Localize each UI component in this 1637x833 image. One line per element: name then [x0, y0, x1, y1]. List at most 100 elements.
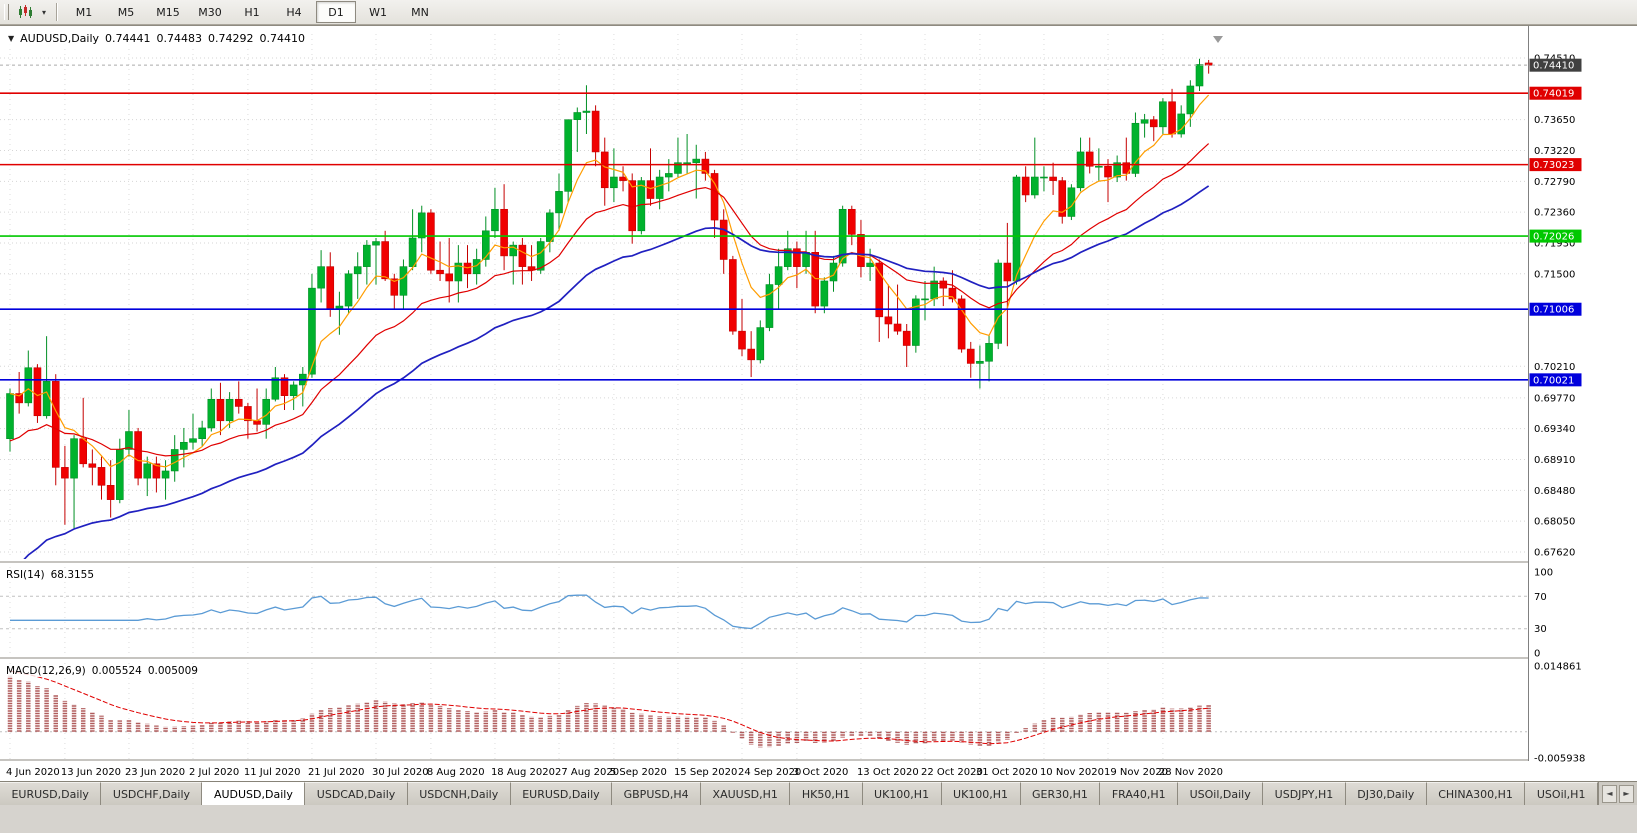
svg-text:0.67620: 0.67620 [1534, 547, 1575, 558]
svg-text:11 Jul 2020: 11 Jul 2020 [244, 767, 301, 778]
chart-shift-marker-icon[interactable] [1213, 36, 1223, 43]
svg-text:0.71500: 0.71500 [1534, 269, 1575, 280]
svg-text:100: 100 [1534, 568, 1553, 579]
timeframe-button-h4[interactable]: H4 [286, 5, 302, 19]
svg-text:15 Sep 2020: 15 Sep 2020 [674, 767, 737, 778]
svg-text:28 Nov 2020: 28 Nov 2020 [1159, 767, 1223, 778]
svg-text:0: 0 [1534, 649, 1540, 660]
chart-tab[interactable]: GER30,H1 [1020, 782, 1101, 805]
timeframe-button-w1[interactable]: W1 [369, 5, 387, 19]
pane-splitter[interactable] [0, 561, 1637, 564]
svg-text:8 Aug 2020: 8 Aug 2020 [427, 767, 485, 778]
svg-text:0.014861: 0.014861 [1534, 662, 1582, 673]
ma-line-7 [9, 94, 1210, 468]
svg-text:3 Oct 2020: 3 Oct 2020 [793, 767, 848, 778]
chart-tab[interactable]: FRA40,H1 [1100, 782, 1179, 805]
svg-text:10 Nov 2020: 10 Nov 2020 [1040, 767, 1104, 778]
toolbar-grip[interactable] [4, 4, 9, 20]
price-scale[interactable]: 0.745100.736500.732200.727900.723600.719… [1528, 26, 1637, 765]
timeframe-button-m30[interactable]: M30 [198, 5, 222, 19]
hlines-layer[interactable] [0, 92, 1528, 381]
toolbar-separator [56, 3, 58, 21]
svg-text:70: 70 [1534, 592, 1547, 603]
svg-text:0.72026: 0.72026 [1533, 232, 1574, 243]
svg-text:21 Jul 2020: 21 Jul 2020 [308, 767, 365, 778]
macd-main-value: 0.005524 [91, 665, 142, 677]
chart-tab[interactable]: USDJPY,H1 [1263, 782, 1346, 805]
svg-text:0.71006: 0.71006 [1533, 305, 1574, 316]
svg-text:13 Jun 2020: 13 Jun 2020 [61, 767, 121, 778]
timeframe-button-m15[interactable]: M15 [156, 5, 180, 19]
chart-type-icon[interactable] [13, 1, 37, 23]
window-bottom-strip [0, 805, 1637, 833]
time-scale[interactable]: 4 Jun 2020 13 Jun 2020 23 Jun 2020 2 Jul 20… [6, 767, 1223, 778]
svg-text:0.73650: 0.73650 [1534, 115, 1575, 126]
svg-text:-0.005938: -0.005938 [1534, 754, 1585, 765]
svg-text:19 Nov 2020: 19 Nov 2020 [1104, 767, 1168, 778]
chart-window[interactable]: 0.745100.736500.732200.727900.723600.719… [0, 25, 1637, 782]
svg-text:0.73220: 0.73220 [1534, 146, 1575, 157]
svg-text:2 Jul 2020: 2 Jul 2020 [189, 767, 239, 778]
pane-splitter[interactable] [0, 657, 1637, 660]
rsi-pane [0, 594, 1528, 630]
chart-tab[interactable]: EURUSD,Daily [510, 782, 613, 805]
pane-splitter[interactable] [0, 759, 1637, 762]
svg-text:30: 30 [1534, 624, 1547, 635]
chart-tab[interactable]: USDCNH,Daily [407, 782, 511, 805]
svg-text:0.68910: 0.68910 [1534, 455, 1575, 466]
ohlc-open: 0.74441 [105, 32, 151, 45]
svg-text:0.68050: 0.68050 [1534, 517, 1575, 528]
chart-tab[interactable]: UK100,H1 [862, 782, 942, 805]
ohlc-low: 0.74292 [208, 32, 254, 45]
macd-pane [0, 670, 1528, 748]
chart-tab[interactable]: XAUUSD,H1 [701, 782, 791, 805]
svg-text:0.68480: 0.68480 [1534, 486, 1575, 497]
ohlc-high: 0.74483 [156, 32, 203, 45]
timeframe-button-m5[interactable]: M5 [117, 5, 135, 19]
chart-tab[interactable]: DJ30,Daily [1345, 782, 1427, 805]
chart-tab[interactable]: CHINA300,H1 [1426, 782, 1526, 805]
svg-text:0.72790: 0.72790 [1534, 177, 1575, 188]
chart-tabs-bar: EURUSD,Daily USDCHF,Daily AUDUSD,Daily USDC… [0, 781, 1637, 805]
timeframe-button-m1[interactable]: M1 [75, 5, 93, 19]
chart-tab[interactable]: USDCHF,Daily [101, 782, 203, 805]
tabs-scroll-left-icon[interactable]: ◄ [1602, 784, 1617, 803]
chart-dropdown-icon[interactable]: ▼ [8, 34, 15, 43]
chart-header: ▼ AUDUSD,Daily 0.74441 0.74483 0.74292 0… [6, 32, 308, 45]
chart-tab[interactable]: USOil,H1 [1525, 782, 1598, 805]
rsi-value: 68.3155 [50, 569, 95, 581]
svg-text:27 Aug 2020: 27 Aug 2020 [555, 767, 619, 778]
timeframe-buttons: M1 M5 M15 M30 H1 H4 D1 W1 MN [63, 1, 441, 23]
timeframe-button-d1[interactable]: D1 [316, 1, 356, 23]
svg-text:0.69340: 0.69340 [1534, 424, 1575, 435]
timeframe-button-mn[interactable]: MN [411, 5, 429, 19]
svg-text:13 Oct 2020: 13 Oct 2020 [857, 767, 919, 778]
candlestick-chart-icon [19, 5, 32, 18]
timeframe-button-h1[interactable]: H1 [244, 5, 260, 19]
chart-tab[interactable]: USOil,Daily [1178, 782, 1264, 805]
candles-layer[interactable] [6, 58, 1213, 529]
svg-text:22 Oct 2020: 22 Oct 2020 [921, 767, 983, 778]
chart-tabs: EURUSD,Daily USDCHF,Daily AUDUSD,Daily USDC… [0, 782, 1598, 805]
tabs-scroll-arrows: ◄ ► [1598, 782, 1637, 805]
chart-tab[interactable]: USDCAD,Daily [305, 782, 408, 805]
macd-signal-line [9, 670, 1209, 745]
svg-text:0.69770: 0.69770 [1534, 393, 1575, 404]
tabs-scroll-right-icon[interactable]: ► [1619, 784, 1634, 803]
chart-type-dropdown-icon[interactable]: ▾ [41, 7, 46, 17]
chart-tab[interactable]: UK100,H1 [941, 782, 1021, 805]
svg-text:4 Jun 2020: 4 Jun 2020 [6, 767, 60, 778]
svg-text:31 Oct 2020: 31 Oct 2020 [976, 767, 1038, 778]
svg-text:0.74410: 0.74410 [1533, 61, 1574, 72]
chart-canvas[interactable]: 0.745100.736500.732200.727900.723600.719… [0, 26, 1637, 782]
macd-indicator-label: MACD(12,26,9) 0.005524 0.005009 [6, 665, 198, 677]
macd-name: MACD(12,26,9) [6, 665, 86, 677]
svg-text:0.70021: 0.70021 [1533, 375, 1574, 386]
chart-tab[interactable]: EURUSD,Daily [0, 782, 102, 805]
chart-tab[interactable]: AUDUSD,Daily [202, 782, 306, 805]
rsi-name: RSI(14) [6, 569, 45, 581]
svg-text:0.74019: 0.74019 [1533, 89, 1574, 100]
chart-tab[interactable]: GBPUSD,H4 [612, 782, 702, 805]
chart-tab[interactable]: HK50,H1 [790, 782, 863, 805]
